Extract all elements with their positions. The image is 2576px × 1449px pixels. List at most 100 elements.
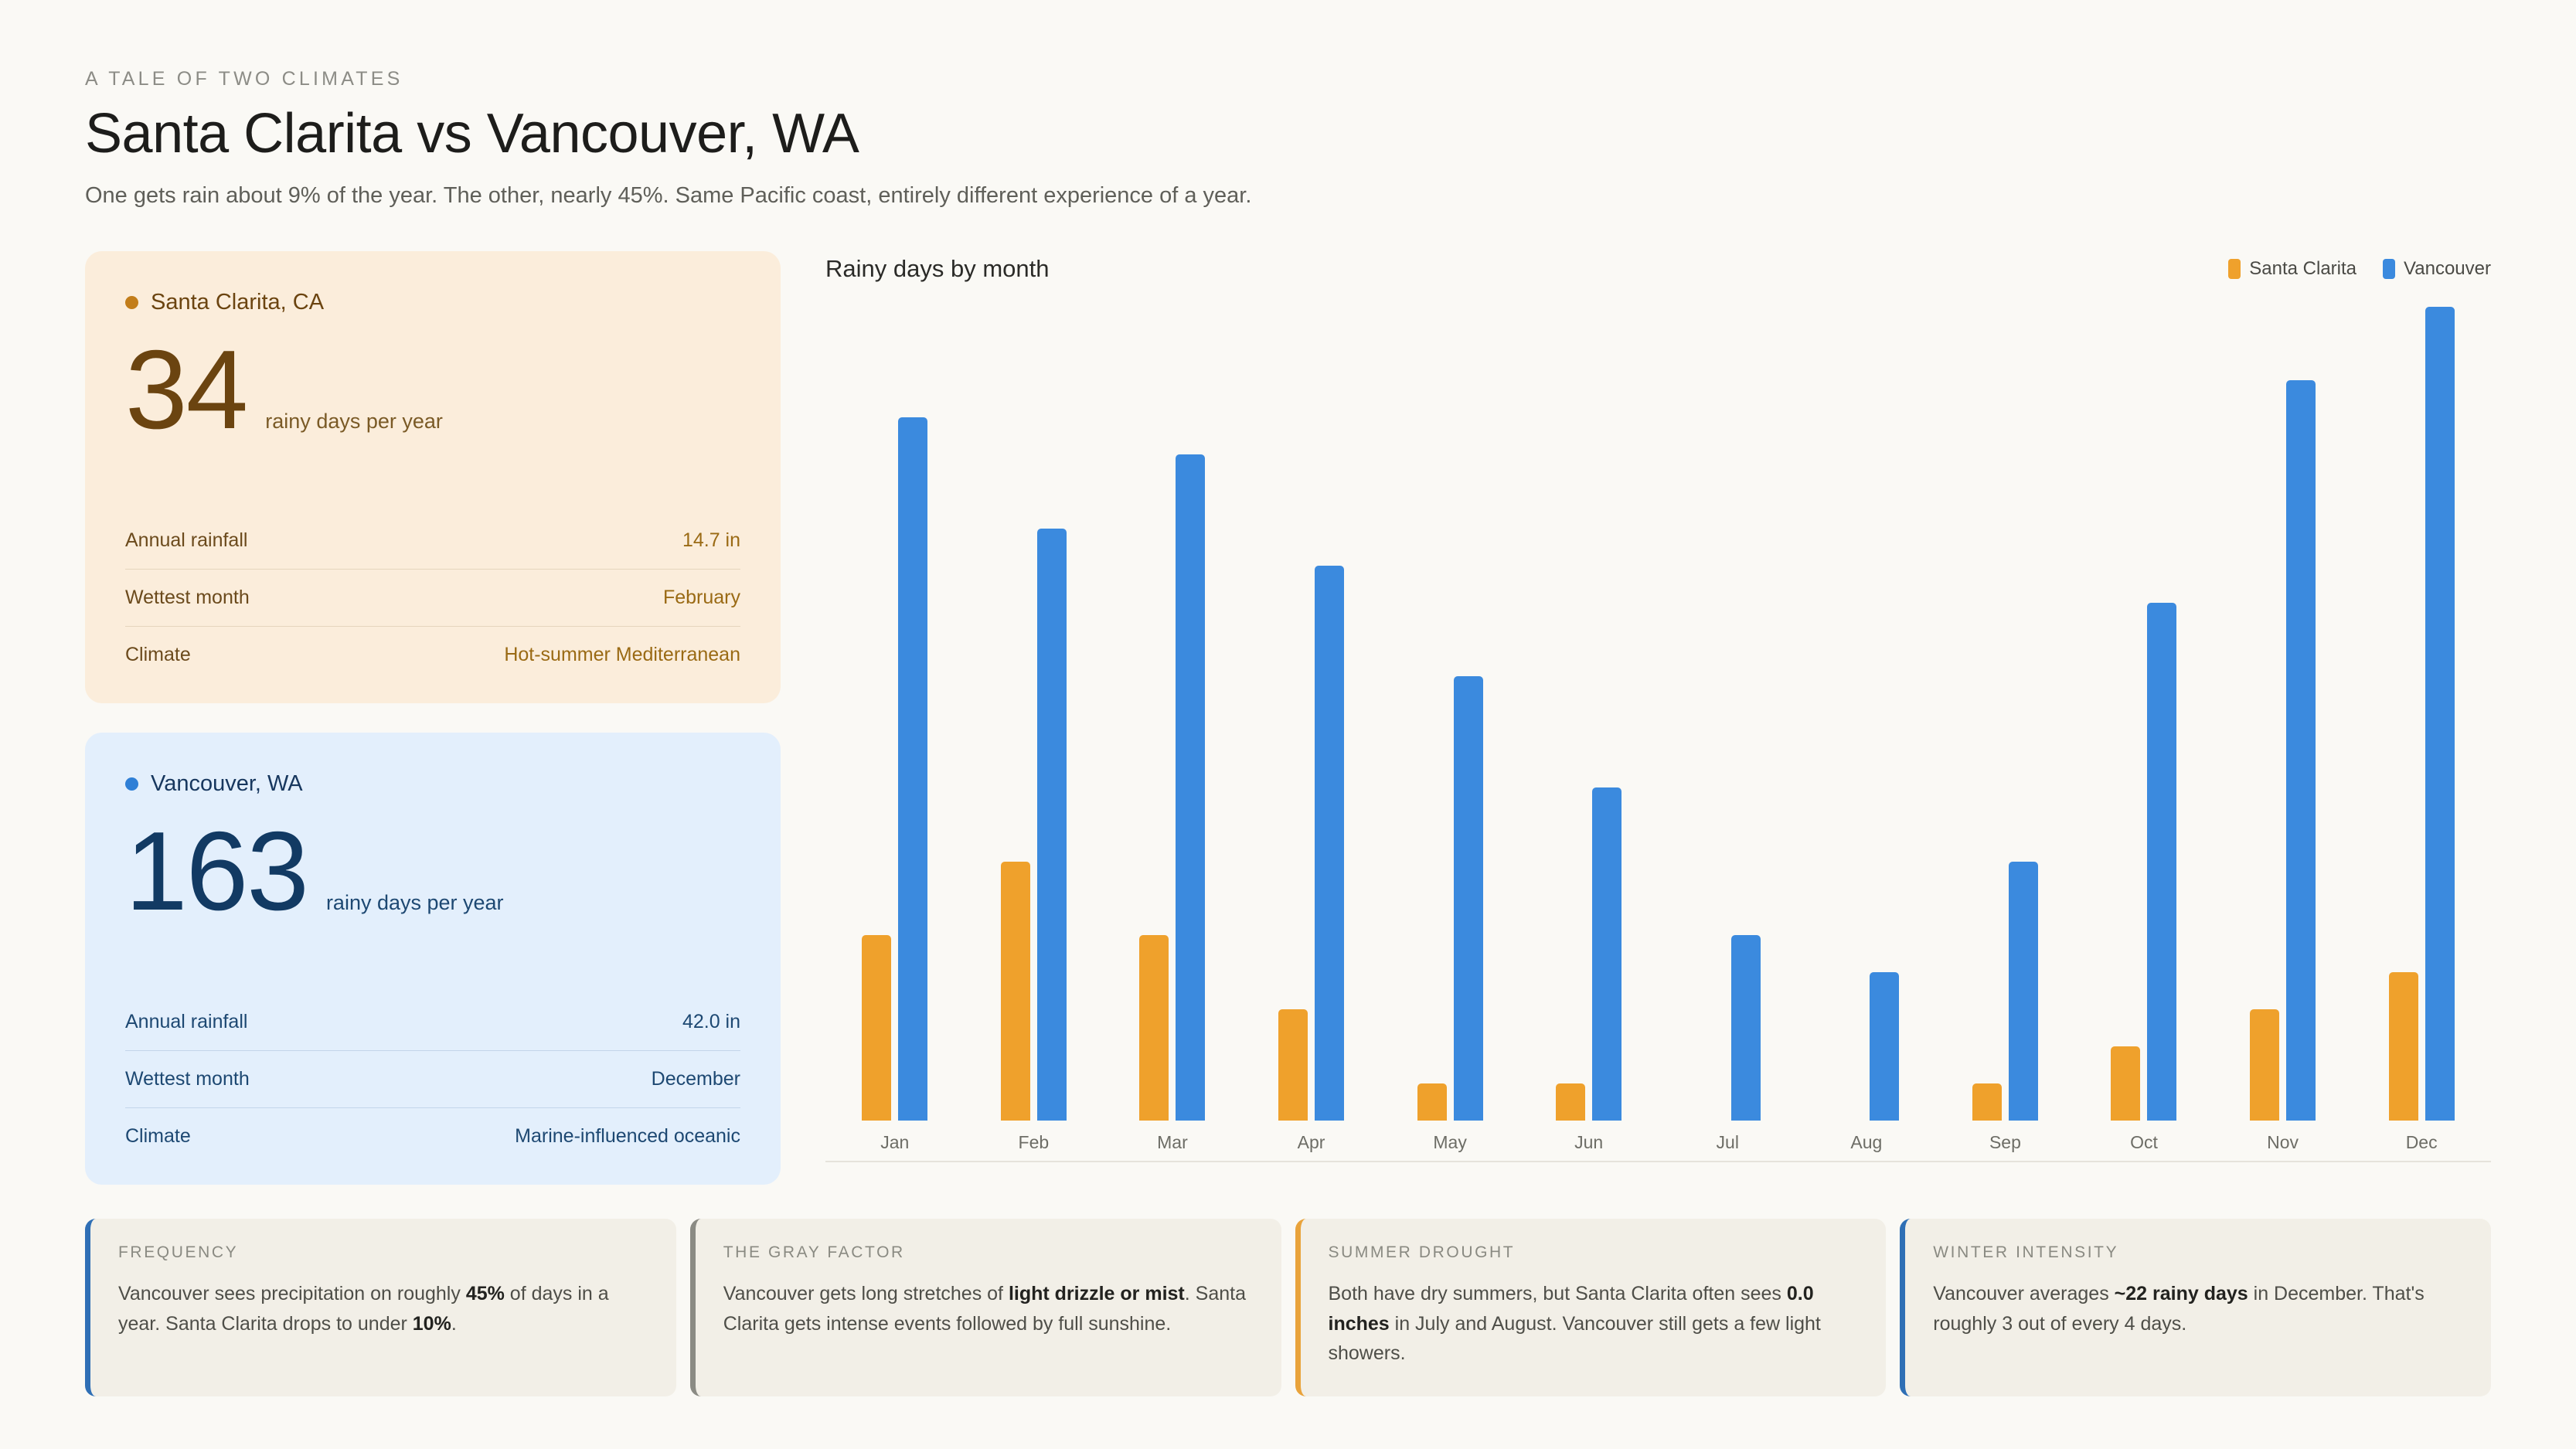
headline-stat: 34 rainy days per year — [125, 320, 740, 460]
chart-legend: Santa Clarita Vancouver — [2228, 258, 2491, 280]
callout-card: SUMMER DROUGHT Both have dry summers, but… — [1295, 1218, 1887, 1396]
chart-title: Rainy days by month — [825, 254, 1050, 282]
bar-santa-clarita-may[interactable] — [1417, 1083, 1447, 1121]
fact-value: Hot-summer Mediterranean — [504, 644, 740, 665]
x-axis-label: Jan — [880, 1131, 910, 1152]
bar-group: Sep — [1936, 308, 2075, 1152]
bar-vancouver-oct[interactable] — [2147, 602, 2177, 1121]
city-row: Santa Clarita, CA — [125, 290, 740, 315]
chart-header: Rainy days by month Santa Clarita Vancou… — [825, 251, 2491, 287]
bar-group: Jan — [825, 308, 965, 1152]
x-axis-label: Jun — [1574, 1131, 1604, 1152]
callout-kicker: SUMMER DROUGHT — [1328, 1243, 1516, 1261]
callout-body: Vancouver gets long stretches of light d… — [723, 1282, 1246, 1335]
fact-value: December — [651, 1068, 740, 1090]
x-axis-label: Sep — [1989, 1131, 2021, 1152]
fact-label: Annual rainfall — [125, 529, 248, 551]
bar-vancouver-apr[interactable] — [1315, 565, 1345, 1121]
bar-santa-clarita-mar[interactable] — [1139, 935, 1169, 1121]
x-axis-label: Feb — [1018, 1131, 1050, 1152]
x-axis-label: Aug — [1850, 1131, 1883, 1152]
bar-santa-clarita-jan[interactable] — [862, 935, 892, 1121]
legend-item-vancouver[interactable]: Vancouver — [2383, 258, 2491, 280]
headline-stat: 163 rainy days per year — [125, 801, 740, 941]
bar-group: Mar — [1103, 308, 1242, 1152]
page-header: A TALE OF TWO CLIMATES Santa Clarita vs … — [85, 68, 2491, 209]
stat-card-santa-clarita: Santa Clarita, CA 34 rainy days per year… — [85, 250, 781, 703]
callout-card: FREQUENCY Vancouver sees precipitation on… — [85, 1218, 676, 1396]
fact-value: 14.7 in — [682, 529, 740, 551]
city-dot-icon — [125, 777, 138, 791]
fact-row: Climate Marine-influenced oceanic — [125, 1107, 740, 1165]
bar-group: May — [1380, 308, 1519, 1152]
city-name: Vancouver, WA — [151, 770, 303, 796]
bar-group: Dec — [2352, 306, 2491, 1152]
bar-group: Nov — [2214, 308, 2353, 1152]
bar-santa-clarita-nov[interactable] — [2250, 1009, 2280, 1121]
legend-item-santa-clarita[interactable]: Santa Clarita — [2228, 258, 2357, 280]
fact-row: Climate Hot-summer Mediterranean — [125, 626, 740, 683]
fact-label: Climate — [125, 644, 191, 665]
bar-vancouver-aug[interactable] — [1870, 972, 1900, 1121]
city-dot-icon — [125, 295, 138, 309]
bar-vancouver-jun[interactable] — [1592, 787, 1622, 1121]
rainy-days-value: 34 — [125, 326, 248, 452]
legend-label: Santa Clarita — [2249, 257, 2357, 279]
main-content: Santa Clarita, CA 34 rainy days per year… — [85, 250, 2491, 1185]
callout-kicker: THE GRAY FACTOR — [723, 1243, 905, 1261]
bar-vancouver-jul[interactable] — [1730, 935, 1761, 1121]
legend-swatch-icon — [2383, 258, 2396, 279]
x-axis-label: Oct — [2130, 1131, 2158, 1152]
x-axis-label: Dec — [2405, 1131, 2438, 1152]
bar-chart-plot: Jan Feb Mar Apr May Jun Jul Aug Sep Oct Nov Dec — [825, 306, 2491, 1162]
bar-vancouver-dec[interactable] — [2425, 306, 2455, 1121]
eyebrow-label: A TALE OF TWO CLIMATES — [85, 68, 403, 90]
fact-row: Annual rainfall 42.0 in — [125, 994, 740, 1050]
bar-groups: Jan Feb Mar Apr May Jun Jul Aug Sep Oct Nov Dec — [825, 306, 2491, 1152]
bar-vancouver-feb[interactable] — [1036, 528, 1067, 1121]
bar-group: Oct — [2074, 308, 2214, 1152]
fact-value: Marine-influenced oceanic — [515, 1125, 740, 1147]
bar-group: Feb — [965, 308, 1104, 1152]
bar-vancouver-may[interactable] — [1453, 676, 1483, 1121]
bar-santa-clarita-jun[interactable] — [1556, 1083, 1586, 1121]
bar-santa-clarita-sep[interactable] — [1972, 1083, 2002, 1121]
fact-value: February — [662, 587, 740, 608]
callout-kicker: WINTER INTENSITY — [1933, 1243, 2119, 1261]
fact-label: Annual rainfall — [125, 1011, 248, 1032]
fact-label: Climate — [125, 1125, 191, 1147]
bar-santa-clarita-oct[interactable] — [2111, 1046, 2141, 1121]
callout-card: WINTER INTENSITY Vancouver averages ~22 r… — [1900, 1218, 2491, 1396]
facts-list: Annual rainfall 42.0 in Wettest month De… — [125, 994, 740, 1165]
bar-santa-clarita-dec[interactable] — [2388, 972, 2418, 1121]
bar-group: Jun — [1519, 308, 1659, 1152]
fact-row: Wettest month December — [125, 1050, 740, 1107]
bar-group: Aug — [1797, 308, 1936, 1152]
bar-group: Apr — [1242, 308, 1381, 1152]
fact-label: Wettest month — [125, 587, 250, 608]
fact-row: Wettest month February — [125, 569, 740, 626]
bar-santa-clarita-apr[interactable] — [1278, 1009, 1308, 1121]
fact-row: Annual rainfall 14.7 in — [125, 512, 740, 569]
stat-card-column: Santa Clarita, CA 34 rainy days per year… — [85, 250, 781, 1185]
bar-vancouver-nov[interactable] — [2286, 380, 2316, 1121]
bar-vancouver-jan[interactable] — [898, 417, 928, 1121]
city-name: Santa Clarita, CA — [151, 289, 325, 315]
fact-value: 42.0 in — [682, 1011, 740, 1032]
x-axis-label: Nov — [2267, 1131, 2299, 1152]
rainy-days-unit: rainy days per year — [325, 890, 504, 914]
rainy-days-unit: rainy days per year — [265, 409, 443, 433]
bar-vancouver-mar[interactable] — [1176, 454, 1206, 1121]
x-axis-label: Jul — [1716, 1131, 1739, 1152]
page-title: Santa Clarita vs Vancouver, WA — [85, 103, 859, 165]
legend-swatch-icon — [2228, 258, 2241, 279]
bar-vancouver-sep[interactable] — [2008, 861, 2038, 1121]
callout-kicker: FREQUENCY — [118, 1243, 239, 1261]
rainy-days-value: 163 — [125, 808, 309, 934]
callout-body: Vancouver averages ~22 rainy days in Dec… — [1933, 1282, 2425, 1335]
x-axis-label: Apr — [1297, 1131, 1325, 1152]
legend-label: Vancouver — [2404, 257, 2491, 279]
city-row: Vancouver, WA — [125, 771, 740, 797]
bar-santa-clarita-feb[interactable] — [1000, 861, 1030, 1121]
